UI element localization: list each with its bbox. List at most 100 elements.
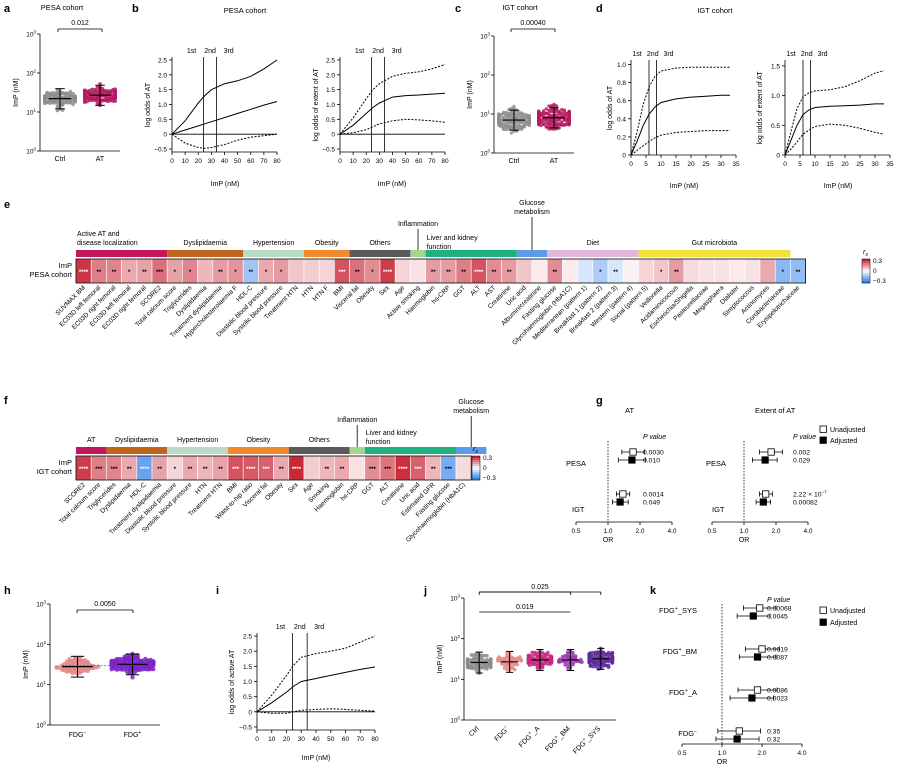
phase-label-b-right: 1st [355, 48, 364, 55]
x-axis-label-d-right: ImP (nM) [824, 183, 853, 190]
data-point [562, 114, 567, 118]
colorbar-tick: 0 [873, 268, 877, 275]
adjusted-marker [753, 653, 762, 661]
forest-x-tick-label: 2.0 [757, 750, 766, 757]
p-value: 0.0019 [767, 647, 788, 654]
x-tick-label-d-right: 35 [886, 161, 894, 168]
data-point [517, 110, 521, 114]
y-tick-exponent: 3 [457, 594, 460, 599]
heatmap-cell [197, 258, 214, 284]
data-point [571, 650, 575, 655]
data-point [587, 652, 592, 657]
row-label: PESA cohort [29, 270, 72, 279]
p-value-text: 0.029 [793, 458, 810, 465]
colorbar-segment [862, 267, 870, 270]
data-point [571, 653, 575, 658]
data-point [549, 120, 554, 125]
group-label-k: FDG+_BM [663, 647, 697, 656]
data-point [515, 126, 519, 130]
forest-x-tick-label: 0.5 [677, 750, 686, 757]
forest-x-tick-label: 4.0 [803, 528, 812, 535]
p-value-text: 0.0023 [767, 696, 788, 703]
significance-stars: ** [203, 467, 208, 473]
phase-label-b-right: 3rd [392, 48, 402, 55]
data-point [83, 98, 87, 103]
data-point [537, 122, 541, 127]
data-point [472, 656, 476, 660]
group-name: FDG [69, 732, 84, 739]
y-tick-exponent: 3 [487, 32, 490, 37]
data-point [579, 657, 583, 662]
category-bar [516, 250, 548, 257]
significance-stars: ** [340, 467, 345, 473]
colorbar-segment [472, 474, 480, 477]
colorbar-tick: 0.3 [873, 258, 882, 265]
colorbar-segment [472, 470, 480, 473]
x-tick-label-d-left: 0 [629, 161, 633, 168]
x-tick-label-i: 50 [327, 736, 335, 743]
data-point [502, 124, 506, 128]
data-point [517, 121, 521, 125]
significance-stars: ** [355, 270, 360, 276]
colorbar-segment [862, 263, 870, 266]
p-value-header: P value [643, 434, 666, 441]
y-tick-label-d-right: 1.0 [771, 93, 780, 100]
data-point [151, 666, 156, 672]
data-point [54, 665, 59, 670]
p-value-text: 0.35 [767, 729, 780, 736]
data-point [540, 664, 545, 668]
p-value: 0.0030 [643, 450, 664, 457]
legend-unadjusted-marker [819, 425, 827, 433]
phase-label-d-right: 2nd [801, 51, 813, 58]
y-tick-exponent: 2 [487, 71, 490, 76]
data-point [604, 659, 608, 664]
forest-x-tick-label: 4.0 [797, 750, 806, 757]
data-point [522, 124, 527, 128]
p-value: 0.0086 [767, 688, 788, 695]
data-point [510, 657, 514, 661]
data-point [70, 670, 75, 676]
data-point [549, 660, 554, 664]
p-value-text: 0.0045 [767, 614, 788, 621]
data-point [502, 110, 506, 114]
variable-label: GGT [361, 481, 376, 496]
data-point [520, 120, 524, 125]
forest-x-label: OR [717, 759, 728, 766]
y-tick-base: 10 [480, 151, 488, 158]
data-point [526, 661, 531, 666]
phase-label-d-right: 3rd [817, 51, 827, 58]
significance-stars: * [265, 270, 268, 276]
category-label: Inflammation [337, 417, 377, 424]
colorbar-segment [472, 458, 480, 461]
x-tick-label-j: FDG+_BM [543, 724, 572, 753]
category-label: function [427, 244, 452, 251]
significance-stars: **** [79, 270, 89, 276]
y-tick-label-b-left: −0.5 [154, 147, 167, 154]
p-value-c: 0.00040 [520, 20, 545, 27]
data-point [472, 653, 476, 657]
p-value-header-text: P value [767, 597, 790, 604]
heatmap-cell [516, 258, 533, 284]
phase-label-b-left: 2nd [204, 48, 216, 55]
data-point [66, 91, 70, 96]
data-point [542, 109, 546, 113]
colorbar-segment [472, 478, 480, 481]
category-label: Obesity [315, 240, 339, 247]
x-tick-label-d-right: 0 [783, 161, 787, 168]
data-point [113, 87, 117, 91]
row-label: IGT cohort [37, 467, 73, 476]
data-point [604, 663, 608, 668]
significance-stars: * [174, 270, 177, 276]
y-tick-exponent: 1 [33, 108, 36, 113]
group-sup: + [553, 734, 559, 740]
data-point [557, 109, 561, 113]
colorbar-segment [862, 261, 870, 264]
data-point [520, 127, 524, 131]
y-tick-exponent: 2 [43, 640, 46, 645]
data-point [567, 110, 571, 114]
colorbar-segment [472, 468, 480, 471]
x-tick-label-c: AT [550, 158, 559, 165]
y-tick-exponent: 3 [43, 600, 46, 605]
x-axis-label-d-left: ImP (nM) [670, 183, 699, 190]
colorbar-border [471, 455, 481, 481]
